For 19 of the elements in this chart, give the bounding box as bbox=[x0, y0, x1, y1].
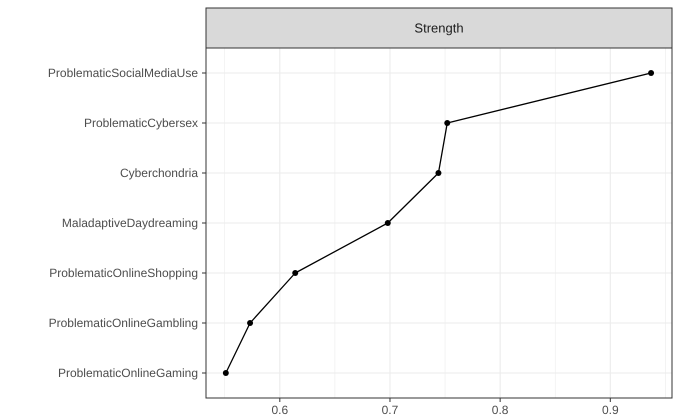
chart-title: Strength bbox=[414, 20, 464, 36]
point bbox=[648, 70, 654, 76]
y-tick-label: ProblematicCybersex bbox=[84, 116, 198, 130]
y-tick-label: ProblematicOnlineGaming bbox=[58, 366, 198, 380]
y-tick-label: ProblematicOnlineShopping bbox=[49, 266, 198, 280]
x-tick-label: 0.9 bbox=[602, 403, 619, 417]
point bbox=[222, 370, 229, 376]
point bbox=[444, 120, 450, 126]
y-tick-label: MaladaptiveDaydreaming bbox=[62, 216, 198, 230]
point bbox=[292, 270, 298, 276]
point bbox=[435, 170, 442, 176]
point bbox=[247, 320, 254, 326]
x-tick-label: 0.6 bbox=[271, 403, 288, 417]
x-tick-label: 0.8 bbox=[492, 403, 509, 417]
y-tick-label: Cyberchondria bbox=[120, 166, 198, 180]
y-tick-label: ProblematicOnlineGambling bbox=[48, 316, 198, 330]
y-tick-label: ProblematicSocialMediaUse bbox=[48, 66, 198, 80]
point bbox=[384, 220, 391, 226]
x-tick-label: 0.7 bbox=[382, 403, 399, 417]
